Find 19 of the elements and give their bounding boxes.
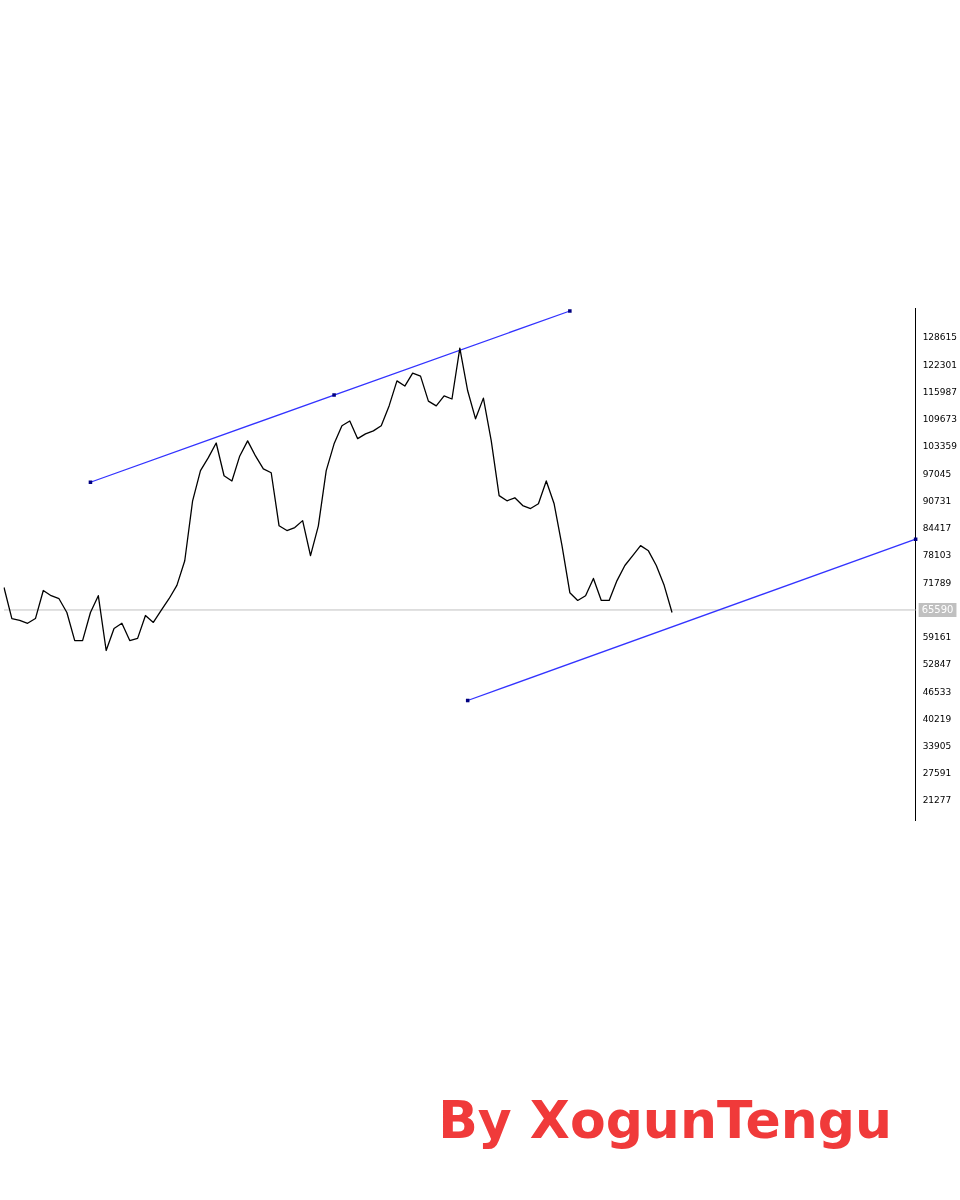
y-tick-label: 84417 bbox=[922, 523, 952, 534]
y-tick-label: 33905 bbox=[922, 740, 952, 751]
y-tick-label: 40219 bbox=[922, 713, 952, 724]
y-tick-label: 97045 bbox=[922, 468, 952, 479]
text: By XogunTengu bbox=[438, 1090, 892, 1150]
y-tick-label: 115987 bbox=[922, 386, 957, 397]
y-tick-label: 109673 bbox=[922, 414, 957, 425]
ref-line-label: 65590 bbox=[921, 603, 954, 615]
y-tick-label: 21277 bbox=[922, 795, 952, 806]
y-tick-label: 103359 bbox=[922, 441, 958, 452]
y-tick-label: 128615 bbox=[922, 332, 957, 343]
y-tick-label: 46533 bbox=[922, 686, 952, 697]
y-tick-label: 78103 bbox=[922, 550, 952, 561]
y-tick-label: 27591 bbox=[922, 768, 952, 779]
y-tick-label: 90731 bbox=[922, 495, 952, 506]
y-tick-label: 59161 bbox=[922, 632, 952, 643]
y-tick-label: 122301 bbox=[922, 359, 957, 370]
y-tick-label: 71789 bbox=[922, 577, 952, 588]
y-tick-label: 52847 bbox=[922, 659, 952, 670]
